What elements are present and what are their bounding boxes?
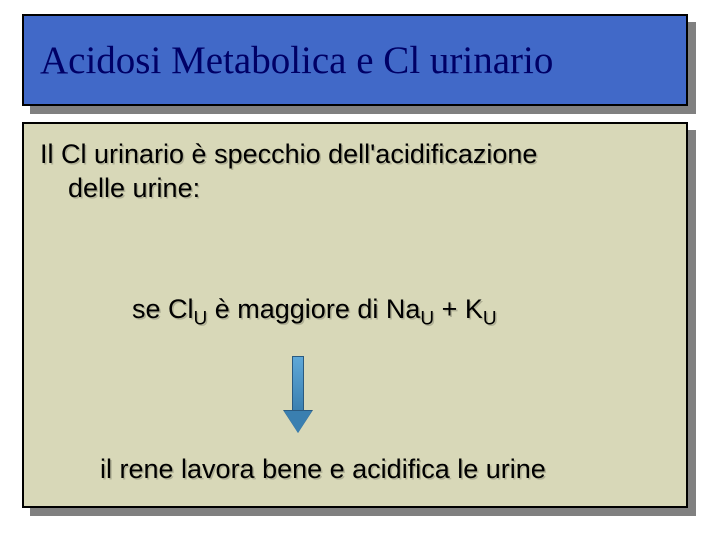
conclusion-text: il rene lavora bene e acidifica le urine	[100, 454, 546, 485]
formula-pre: se Cl	[132, 294, 194, 324]
formula-sub1: U	[194, 308, 208, 329]
arrow-head	[284, 411, 312, 433]
formula-sub3: U	[483, 308, 497, 329]
formula-mid: è maggiore di Na	[207, 294, 420, 324]
down-arrow-icon	[284, 356, 312, 434]
intro-text: Il Cl urinario è specchio dell'acidifica…	[40, 138, 670, 206]
content-box: Il Cl urinario è specchio dell'acidifica…	[22, 122, 688, 508]
title-box: Acidosi Metabolica e Cl urinario	[22, 14, 688, 106]
slide-title: Acidosi Metabolica e Cl urinario	[40, 38, 553, 83]
intro-line-1: Il Cl urinario è specchio dell'acidifica…	[40, 139, 537, 169]
arrow-shaft	[292, 356, 304, 412]
formula-line: se ClU è maggiore di NaU + KU	[132, 294, 670, 330]
intro-line-2: delle urine:	[68, 172, 200, 206]
formula-mid2: + K	[434, 294, 483, 324]
formula-sub2: U	[420, 308, 434, 329]
